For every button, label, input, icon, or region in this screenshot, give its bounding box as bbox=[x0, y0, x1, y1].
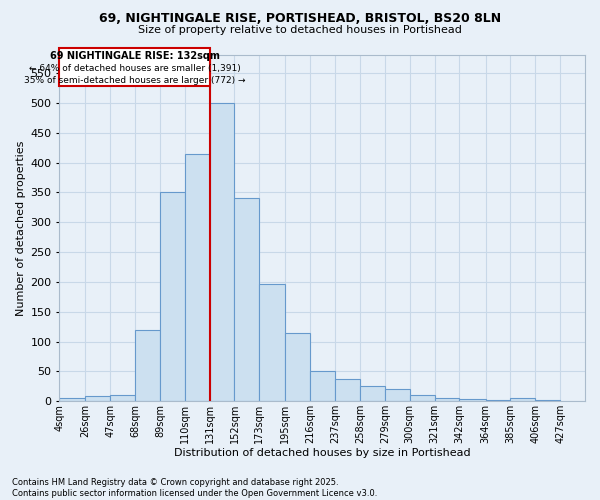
Text: 69, NIGHTINGALE RISE, PORTISHEAD, BRISTOL, BS20 8LN: 69, NIGHTINGALE RISE, PORTISHEAD, BRISTO… bbox=[99, 12, 501, 26]
Bar bbox=[235, 198, 259, 401]
Bar bbox=[110, 395, 135, 401]
Text: ← 64% of detached houses are smaller (1,391): ← 64% of detached houses are smaller (1,… bbox=[29, 64, 241, 72]
Bar bbox=[410, 395, 434, 401]
Bar bbox=[185, 154, 209, 401]
Bar bbox=[160, 192, 185, 401]
Bar bbox=[85, 396, 110, 401]
Bar bbox=[209, 103, 235, 401]
Bar bbox=[59, 398, 85, 401]
Bar bbox=[310, 372, 335, 401]
Bar bbox=[259, 284, 286, 401]
Bar bbox=[460, 400, 485, 401]
Bar bbox=[434, 398, 460, 401]
Bar bbox=[385, 390, 410, 401]
Bar bbox=[485, 400, 511, 401]
Bar bbox=[360, 386, 385, 401]
Text: Contains HM Land Registry data © Crown copyright and database right 2025.
Contai: Contains HM Land Registry data © Crown c… bbox=[12, 478, 377, 498]
Bar bbox=[135, 330, 160, 401]
Text: Size of property relative to detached houses in Portishead: Size of property relative to detached ho… bbox=[138, 25, 462, 35]
Bar bbox=[286, 332, 310, 401]
X-axis label: Distribution of detached houses by size in Portishead: Distribution of detached houses by size … bbox=[174, 448, 470, 458]
Text: 69 NIGHTINGALE RISE: 132sqm: 69 NIGHTINGALE RISE: 132sqm bbox=[50, 52, 220, 62]
FancyBboxPatch shape bbox=[59, 48, 209, 86]
Y-axis label: Number of detached properties: Number of detached properties bbox=[16, 140, 26, 316]
Bar bbox=[511, 398, 535, 401]
Bar bbox=[335, 379, 360, 401]
Text: 35% of semi-detached houses are larger (772) →: 35% of semi-detached houses are larger (… bbox=[23, 76, 245, 85]
Bar bbox=[535, 400, 560, 401]
